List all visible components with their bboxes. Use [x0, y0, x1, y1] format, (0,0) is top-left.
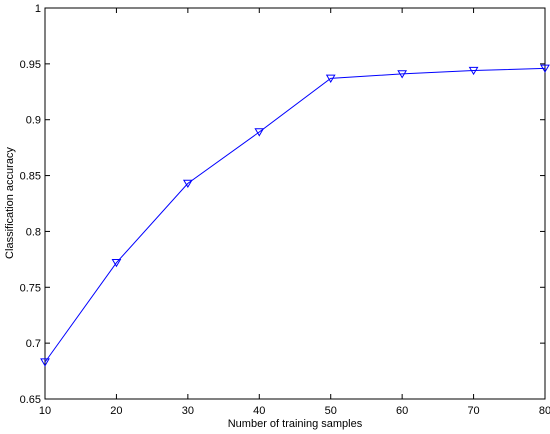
y-tick-label: 0.9: [26, 115, 41, 127]
data-point-marker: [182, 179, 193, 188]
y-tick-label: 0.65: [20, 394, 41, 406]
y-tick-label: 1: [35, 3, 41, 15]
plot-area: [44, 7, 546, 400]
x-axis-title: Number of training samples: [228, 418, 363, 430]
data-point-marker: [111, 259, 122, 268]
x-tick-label: 40: [253, 405, 265, 417]
y-tick-label: 0.85: [20, 171, 41, 183]
data-point-marker: [397, 70, 408, 79]
x-tick-label: 50: [325, 405, 337, 417]
y-tick-label: 0.75: [20, 282, 41, 294]
y-tick-label: 0.95: [20, 59, 41, 71]
data-point-marker: [540, 64, 550, 73]
x-tick-label: 30: [182, 405, 194, 417]
y-tick-label: 0.8: [26, 226, 41, 238]
x-tick-label: 70: [467, 405, 479, 417]
series-layer: [40, 64, 550, 367]
y-axis-title: Classification accuracy: [4, 147, 16, 259]
x-tick-label: 20: [110, 405, 122, 417]
x-tick-label: 10: [39, 405, 51, 417]
x-tick-label: 80: [539, 405, 550, 417]
x-ticks: 10 20 30 40 50 60 70 80: [39, 8, 550, 417]
y-tick-label: 0.7: [26, 338, 41, 350]
data-point-marker: [325, 74, 336, 83]
series-line: [44, 67, 546, 363]
data-point-marker: [468, 66, 479, 76]
data-point-marker: [40, 358, 50, 367]
y-ticks: 0.65 0.7 0.75 0.8 0.85 0.9 0.95 1: [20, 3, 545, 406]
x-tick-label: 60: [396, 405, 408, 417]
data-point-marker: [254, 128, 265, 137]
